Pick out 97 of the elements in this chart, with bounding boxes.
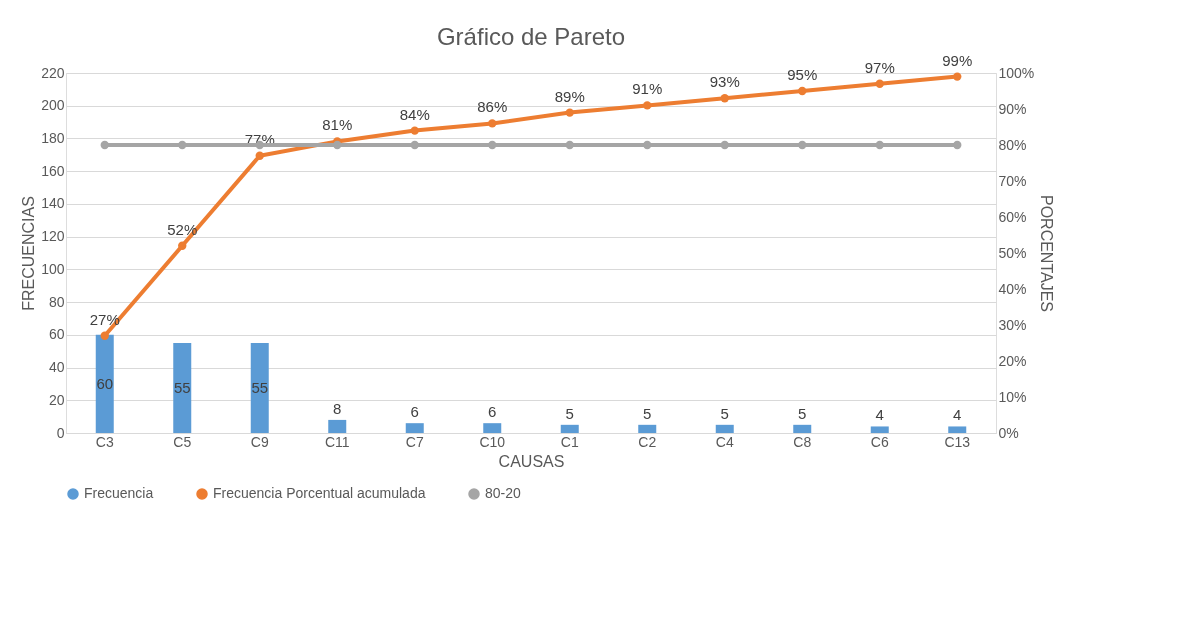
data-label: 5	[565, 404, 574, 422]
x-tick-label: C6	[870, 433, 889, 450]
data-label: 8	[333, 399, 342, 417]
x-tick-label: C9	[250, 433, 269, 450]
y-tick-label: 40	[48, 359, 65, 376]
bar	[95, 334, 114, 433]
data-label: 4	[875, 406, 884, 424]
y2-axis-title: PORCENTAJES	[1038, 194, 1056, 313]
point	[643, 101, 652, 110]
point	[875, 79, 884, 88]
point	[565, 108, 574, 117]
bar	[173, 343, 192, 433]
data-label: 5	[798, 404, 807, 422]
chart-title: Gráfico de Pareto	[436, 22, 626, 50]
point	[178, 140, 187, 150]
point	[720, 140, 729, 150]
y-tick-label: 160	[41, 162, 65, 179]
x-tick-label: C1	[560, 433, 579, 450]
point	[333, 140, 342, 150]
point	[100, 140, 109, 150]
y-tick-label: 120	[41, 228, 65, 245]
y-tick-label: 60	[48, 326, 65, 343]
bar	[560, 424, 579, 433]
x-tick-label: C10	[479, 433, 506, 450]
data-label: 60	[96, 374, 114, 392]
y2-tick-label: 20%	[998, 352, 1027, 369]
data-label: 91%	[632, 80, 663, 98]
y-tick-label: 20	[48, 391, 65, 408]
data-label: 99%	[942, 51, 973, 69]
x-tick-label: C11	[324, 433, 350, 450]
y2-tick-label: 90%	[998, 100, 1027, 117]
data-label: 5	[643, 404, 652, 422]
point	[488, 119, 497, 128]
bar	[483, 423, 502, 433]
point	[178, 241, 187, 250]
data-label: 55	[173, 379, 191, 396]
y2-tick-label: 80%	[998, 136, 1027, 153]
x-tick-label: C4	[715, 433, 734, 450]
point	[720, 94, 729, 103]
y-axis-title: FRECUENCIAS	[20, 196, 38, 311]
y2-tick-label: 30%	[998, 316, 1027, 333]
bar	[870, 426, 889, 433]
data-label: 81%	[322, 116, 353, 134]
y2-tick-label: 100%	[998, 64, 1035, 81]
point	[255, 151, 264, 160]
y-tick-label: 180	[41, 129, 65, 146]
data-label: 86%	[477, 98, 508, 116]
bar	[638, 424, 657, 433]
data-label: 89%	[554, 87, 585, 105]
y2-tick-label: 0%	[998, 424, 1019, 441]
point	[488, 140, 497, 150]
legend-label: Frecuencia	[84, 485, 154, 501]
point	[565, 140, 574, 150]
data-label: 97%	[864, 58, 895, 76]
x-tick-label: C2	[638, 433, 657, 450]
bar	[250, 343, 269, 433]
y-tick-label: 200	[41, 97, 65, 114]
y2-tick-label: 60%	[998, 208, 1027, 225]
x-tick-label: C13	[944, 433, 971, 450]
x-tick-label: C5	[173, 433, 192, 450]
y-tick-label: 220	[41, 64, 65, 81]
legend-label: Frecuencia Porcentual acumulada	[213, 485, 426, 501]
x-tick-label: C8	[793, 433, 812, 450]
point	[875, 140, 884, 150]
data-label: 95%	[787, 66, 818, 83]
point	[953, 72, 962, 81]
data-label: 93%	[709, 73, 740, 91]
x-tick-label: C7	[405, 433, 424, 450]
point	[410, 126, 419, 135]
y-tick-label: 0	[56, 424, 65, 441]
bar	[328, 419, 347, 433]
bar	[948, 426, 967, 433]
y-tick-label: 100	[41, 260, 65, 277]
data-label: 84%	[399, 105, 430, 123]
y-tick-label: 140	[41, 195, 65, 212]
point	[100, 331, 109, 340]
point	[953, 140, 962, 150]
y-tick-label: 80	[48, 293, 65, 310]
data-label: 55	[251, 379, 269, 396]
data-label: 5	[720, 404, 729, 422]
point	[410, 140, 419, 150]
point	[798, 86, 807, 96]
bar	[405, 423, 424, 433]
y2-tick-label: 40%	[998, 280, 1027, 297]
legend-label: 80-20	[485, 485, 522, 501]
data-label: 6	[410, 403, 419, 421]
x-tick-label: C3	[95, 433, 114, 450]
point	[798, 140, 807, 150]
y2-tick-label: 10%	[998, 388, 1027, 405]
y2-tick-label: 70%	[998, 172, 1027, 189]
x-axis-title: CAUSAS	[498, 452, 565, 470]
point	[643, 140, 652, 150]
bar	[793, 424, 812, 433]
data-label: 4	[953, 406, 962, 424]
bar	[715, 424, 734, 433]
data-label: 6	[488, 403, 497, 421]
y2-tick-label: 50%	[998, 244, 1027, 261]
